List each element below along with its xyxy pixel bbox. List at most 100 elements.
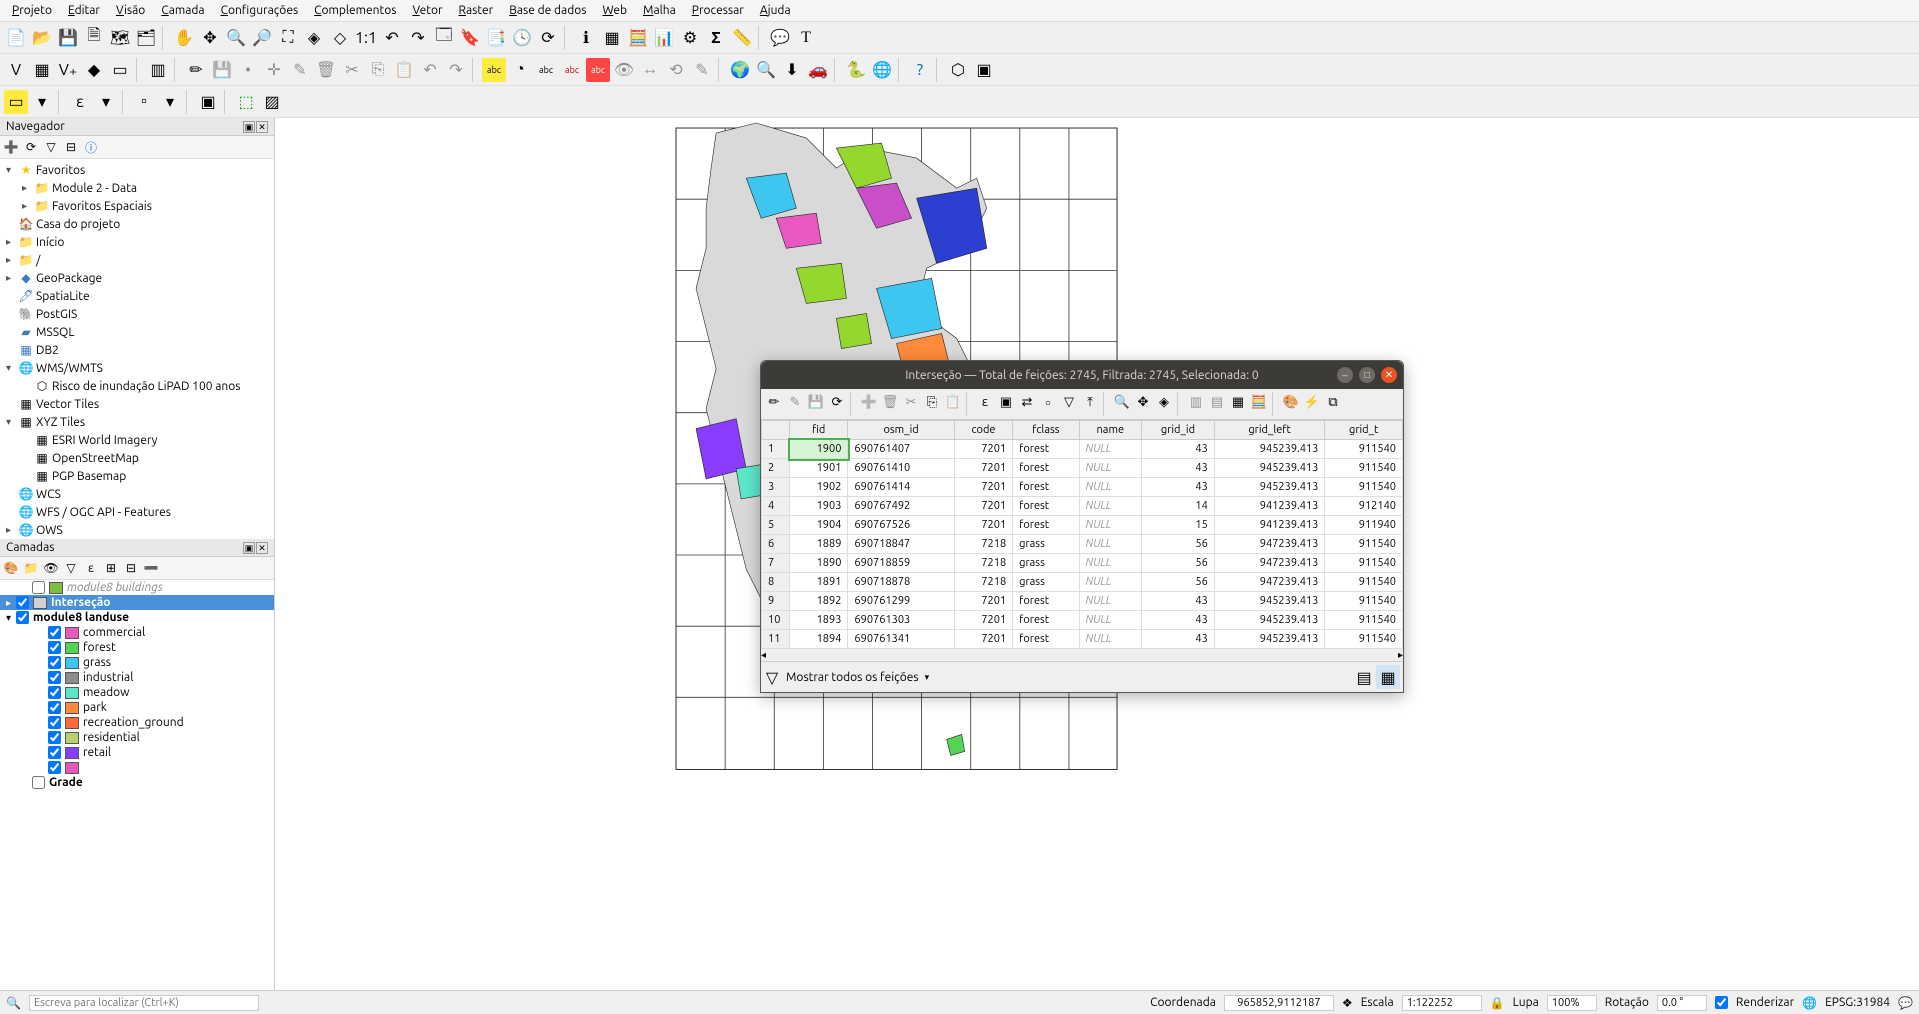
save-icon[interactable]: 💾	[56, 26, 80, 50]
label-rotate-icon[interactable]: ⟲	[664, 58, 688, 82]
layout-mgr-icon[interactable]: 🗂	[134, 26, 158, 50]
expand-all-icon[interactable]: ⊞	[102, 559, 120, 577]
dropdown-icon[interactable]: ▾	[925, 672, 930, 683]
undo-icon[interactable]: ↶	[418, 58, 442, 82]
menu-web[interactable]: Web	[594, 2, 635, 19]
identify-icon[interactable]: ℹ	[574, 26, 598, 50]
georef-icon[interactable]: ⬚	[234, 90, 258, 114]
panel-close-icon[interactable]: ✕	[256, 542, 268, 554]
menu-vetor[interactable]: Vetor	[404, 2, 450, 19]
table-row[interactable]: 119006907614077201forestNULL43945239.413…	[762, 440, 1403, 459]
add-layer-icon[interactable]: ➕	[2, 138, 20, 156]
layer-item[interactable]: meadow	[0, 685, 274, 700]
save-as-icon[interactable]: 🗎	[82, 26, 106, 50]
tree-item[interactable]: ▸🌐OWS	[2, 521, 272, 539]
show-all-button[interactable]: Mostrar todos os feições	[780, 669, 925, 686]
quickosm-icon[interactable]: 🔍	[754, 58, 778, 82]
toggle-edit-icon[interactable]: ✏	[764, 392, 784, 412]
label-abc-icon[interactable]: abc	[482, 58, 506, 82]
menu-ajuda[interactable]: Ajuda	[752, 2, 799, 19]
maptips-icon[interactable]: 💬	[768, 26, 792, 50]
remove-layer-icon[interactable]: ➖	[142, 559, 160, 577]
zoom-layer-icon[interactable]: ◇	[328, 26, 352, 50]
web-icon[interactable]: 🌐	[870, 58, 894, 82]
modify-icon[interactable]: ✎	[288, 58, 312, 82]
tree-item[interactable]: ▾🌐WMS/WMTS	[2, 359, 272, 377]
layer-item[interactable]: industrial	[0, 670, 274, 685]
paste-icon[interactable]: 📋	[392, 58, 416, 82]
layer-item[interactable]: residential	[0, 730, 274, 745]
zoom-last-icon[interactable]: ↶	[380, 26, 404, 50]
filter-legend-icon[interactable]: ▽	[62, 559, 80, 577]
add-raster-icon[interactable]: ▦	[30, 58, 54, 82]
tree-item[interactable]: ▾★Favoritos	[2, 161, 272, 179]
collapse-tree-icon[interactable]: ⊟	[62, 138, 80, 156]
tree-item[interactable]: 🐘PostGIS	[2, 305, 272, 323]
cut-feature-icon[interactable]: ✂	[901, 392, 921, 412]
zoom-sel-map-icon[interactable]: 🔍	[1112, 392, 1132, 412]
layer-item[interactable]: recreation_ground	[0, 715, 274, 730]
attr-titlebar[interactable]: Interseção — Total de feições: 2745, Fil…	[761, 361, 1403, 389]
menu-visão[interactable]: Visão	[108, 2, 153, 19]
move-sel-top-icon[interactable]: ⤒	[1080, 392, 1100, 412]
tree-item[interactable]: ▸📁Início	[2, 233, 272, 251]
plugin2-icon[interactable]: ▣	[972, 58, 996, 82]
table-row[interactable]: 419036907674927201forestNULL14941239.413…	[762, 497, 1403, 516]
label-show-icon[interactable]: 👁	[612, 58, 636, 82]
dock-icon[interactable]: ⧉	[1323, 392, 1343, 412]
diagram-icon[interactable]: ◔	[508, 58, 532, 82]
edit-save-icon[interactable]: 💾	[210, 58, 234, 82]
tree-item[interactable]: ▾▦XYZ Tiles	[2, 413, 272, 431]
table-row[interactable]: 1118946907613417201forestNULL43945239.41…	[762, 630, 1403, 649]
copy-icon[interactable]: ⎘	[366, 58, 390, 82]
refresh-icon[interactable]: ⟳	[536, 26, 560, 50]
vertex-icon[interactable]: ✛	[262, 58, 286, 82]
tree-item[interactable]: 🌐WCS	[2, 485, 272, 503]
tree-item[interactable]: ▦OpenStreetMap	[2, 449, 272, 467]
filter-icon[interactable]: ▽	[764, 669, 780, 685]
menu-processar[interactable]: Processar	[684, 2, 752, 19]
tree-item[interactable]: ▸📁Favoritos Espaciais	[2, 197, 272, 215]
style-icon[interactable]: 🎨	[2, 559, 20, 577]
rotation-input[interactable]	[1657, 995, 1707, 1011]
tree-item[interactable]: 🖊SpatiaLite	[2, 287, 272, 305]
select-dd-icon[interactable]: ▾	[30, 90, 54, 114]
add-group-icon[interactable]: 📁	[22, 559, 40, 577]
delete-feature-icon[interactable]: 🗑	[880, 392, 900, 412]
organize-cols-icon[interactable]: ▦	[1228, 392, 1248, 412]
label-change-icon[interactable]: ✎	[690, 58, 714, 82]
tree-item[interactable]: ▰MSSQL	[2, 323, 272, 341]
zoom-out-icon[interactable]: 🔎	[250, 26, 274, 50]
new-project-icon[interactable]: 📄	[4, 26, 28, 50]
reload-icon[interactable]: ⟳	[827, 392, 847, 412]
tree-item[interactable]: ▦PGP Basemap	[2, 467, 272, 485]
paste-feature-icon[interactable]: 📋	[943, 392, 963, 412]
collapse-all-icon[interactable]: ⊟	[122, 559, 140, 577]
multi-edit-icon[interactable]: ✎	[785, 392, 805, 412]
menu-base de dados[interactable]: Base de dados	[501, 2, 594, 19]
select-dd2-icon[interactable]: ▾	[94, 90, 118, 114]
label-move-icon[interactable]: ↔	[638, 58, 662, 82]
attr-table[interactable]: fidosm_idcodefclassnamegrid_idgrid_leftg…	[761, 420, 1403, 661]
layer-item[interactable]: park	[0, 700, 274, 715]
menu-camada[interactable]: Camada	[153, 2, 212, 19]
scale-lock-icon[interactable]: 🔒	[1490, 996, 1505, 1010]
refresh-tree-icon[interactable]: ⟳	[22, 138, 40, 156]
window-max-icon[interactable]: □	[1359, 367, 1375, 383]
menu-editar[interactable]: Editar	[60, 2, 108, 19]
scale-input[interactable]	[1402, 995, 1482, 1011]
zoom-full-icon[interactable]: ⛶	[276, 26, 300, 50]
osm-download-icon[interactable]: ⬇	[780, 58, 804, 82]
table-row[interactable]: 818916907188787218grassNULL56947239.4139…	[762, 573, 1403, 592]
layer-item[interactable]: forest	[0, 640, 274, 655]
table-row[interactable]: 1018936907613037201forestNULL43945239.41…	[762, 611, 1403, 630]
text-annot-icon[interactable]: T	[794, 26, 818, 50]
coord-input[interactable]	[1224, 995, 1334, 1011]
layer-item[interactable]: ▸Interseção	[0, 595, 274, 610]
panel-close-icon[interactable]: ✕	[256, 121, 268, 133]
tree-item[interactable]: ▦DB2	[2, 341, 272, 359]
menu-complementos[interactable]: Complementos	[306, 2, 404, 19]
extents-icon[interactable]: ❖	[1342, 996, 1353, 1010]
menu-configurações[interactable]: Configurações	[213, 2, 307, 19]
select-expr-icon[interactable]: ε	[975, 392, 995, 412]
